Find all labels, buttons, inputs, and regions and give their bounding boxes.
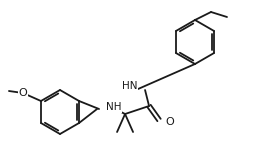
Text: O: O	[165, 117, 174, 127]
Text: HN: HN	[121, 81, 137, 91]
Text: NH: NH	[106, 102, 121, 112]
Text: O: O	[19, 88, 27, 98]
